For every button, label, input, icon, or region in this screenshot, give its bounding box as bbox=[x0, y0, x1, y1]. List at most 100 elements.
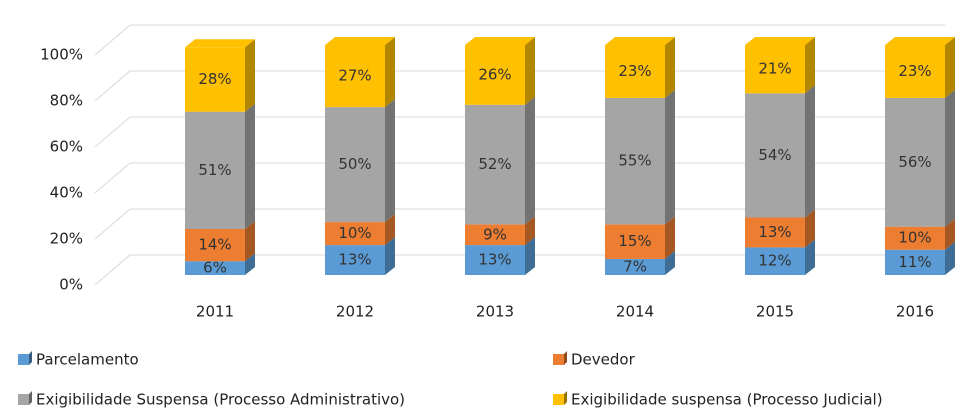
legend-swatch-side bbox=[564, 351, 567, 365]
bar-segment bbox=[745, 45, 805, 94]
bar-segment bbox=[465, 245, 525, 275]
legend-label: Exigibilidade Suspensa (Processo Adminis… bbox=[36, 391, 405, 409]
bar-segment bbox=[605, 97, 665, 225]
bar-segment bbox=[885, 45, 945, 98]
x-tick-label: 2016 bbox=[896, 303, 934, 321]
bar-top bbox=[745, 37, 815, 45]
bar-segment bbox=[745, 217, 805, 248]
bar-side bbox=[245, 221, 255, 262]
data-label: 7% bbox=[623, 257, 647, 275]
bar-side bbox=[805, 37, 815, 94]
bar-side bbox=[245, 39, 255, 112]
bar-segment bbox=[745, 93, 805, 218]
bar-segment bbox=[605, 258, 665, 275]
bar-side bbox=[805, 85, 815, 218]
data-label: 50% bbox=[338, 155, 371, 173]
bar-segment bbox=[325, 245, 385, 275]
x-tick-label: 2011 bbox=[196, 303, 234, 321]
bar-side bbox=[385, 37, 395, 108]
bar-side bbox=[805, 239, 815, 275]
bar-segment bbox=[185, 261, 245, 275]
data-label: 6% bbox=[203, 259, 227, 277]
bar-side bbox=[525, 216, 535, 246]
bar-side bbox=[665, 216, 675, 259]
legend-swatch bbox=[18, 394, 29, 405]
data-label: 12% bbox=[758, 252, 791, 270]
data-label: 28% bbox=[198, 70, 231, 88]
bar-segment bbox=[185, 229, 245, 262]
data-label: 51% bbox=[198, 161, 231, 179]
bar-side bbox=[945, 218, 955, 250]
legend-swatch-side bbox=[29, 351, 32, 365]
bar-top bbox=[885, 37, 955, 45]
data-label: 14% bbox=[198, 236, 231, 254]
data-label: 10% bbox=[898, 229, 931, 247]
bar-segment bbox=[605, 45, 665, 98]
legend-swatch-side bbox=[564, 391, 567, 405]
legend-swatch bbox=[553, 354, 564, 365]
legend-label: Parcelamento bbox=[36, 351, 139, 369]
x-tick-label: 2012 bbox=[336, 303, 374, 321]
y-tick-label: 40% bbox=[50, 184, 83, 202]
bar-segment bbox=[885, 226, 945, 250]
data-label: 55% bbox=[618, 152, 651, 170]
bar-segment bbox=[745, 247, 805, 275]
data-label: 27% bbox=[338, 67, 371, 85]
bar-side bbox=[385, 99, 395, 223]
x-tick-label: 2015 bbox=[756, 303, 794, 321]
bar-side bbox=[665, 89, 675, 225]
data-label: 23% bbox=[618, 62, 651, 80]
bar-side bbox=[245, 253, 255, 275]
bar-top bbox=[605, 37, 675, 45]
data-label: 11% bbox=[898, 253, 931, 271]
bar-segment bbox=[885, 249, 945, 275]
data-label: 56% bbox=[898, 153, 931, 171]
grid-line bbox=[94, 24, 945, 56]
y-tick-label: 20% bbox=[50, 230, 83, 248]
bar-segment bbox=[325, 222, 385, 246]
bar-side bbox=[525, 37, 535, 105]
y-tick-label: 60% bbox=[50, 138, 83, 156]
legend-swatch-side bbox=[29, 391, 32, 405]
bar-side bbox=[385, 237, 395, 275]
data-label: 52% bbox=[478, 155, 511, 173]
bar-side bbox=[525, 237, 535, 275]
y-tick-label: 80% bbox=[50, 92, 83, 110]
bar-segment bbox=[325, 45, 385, 108]
y-tick-label: 100% bbox=[40, 46, 83, 64]
bar-segment bbox=[325, 107, 385, 223]
bar-segment bbox=[185, 47, 245, 112]
bar-top bbox=[465, 37, 535, 45]
legend-swatch bbox=[553, 394, 564, 405]
data-label: 21% bbox=[758, 60, 791, 78]
bar-top bbox=[325, 37, 395, 45]
bar-side bbox=[945, 37, 955, 98]
bar-side bbox=[945, 241, 955, 275]
data-label: 26% bbox=[478, 65, 511, 83]
legend-swatch bbox=[18, 354, 29, 365]
x-tick-label: 2014 bbox=[616, 303, 654, 321]
data-label: 13% bbox=[338, 251, 371, 269]
bar-side bbox=[385, 214, 395, 246]
bar-side bbox=[805, 209, 815, 248]
bar-segment bbox=[465, 45, 525, 105]
bar-segment bbox=[885, 97, 945, 227]
bar-side bbox=[665, 250, 675, 275]
legend-label: Devedor bbox=[571, 351, 636, 369]
x-tick-label: 2013 bbox=[476, 303, 514, 321]
bar-segment bbox=[465, 104, 525, 225]
data-label: 9% bbox=[483, 225, 507, 243]
y-tick-label: 0% bbox=[59, 276, 83, 294]
bar-segment bbox=[465, 224, 525, 246]
bar-segment bbox=[185, 111, 245, 229]
bar-side bbox=[245, 103, 255, 229]
bar-top bbox=[185, 39, 255, 48]
data-label: 13% bbox=[478, 251, 511, 269]
bar-side bbox=[945, 89, 955, 227]
data-label: 13% bbox=[758, 223, 791, 241]
bar-side bbox=[525, 96, 535, 225]
data-label: 15% bbox=[618, 232, 651, 250]
data-label: 10% bbox=[338, 224, 371, 242]
legend-label: Exigibilidade suspensa (Processo Judicia… bbox=[571, 391, 883, 409]
